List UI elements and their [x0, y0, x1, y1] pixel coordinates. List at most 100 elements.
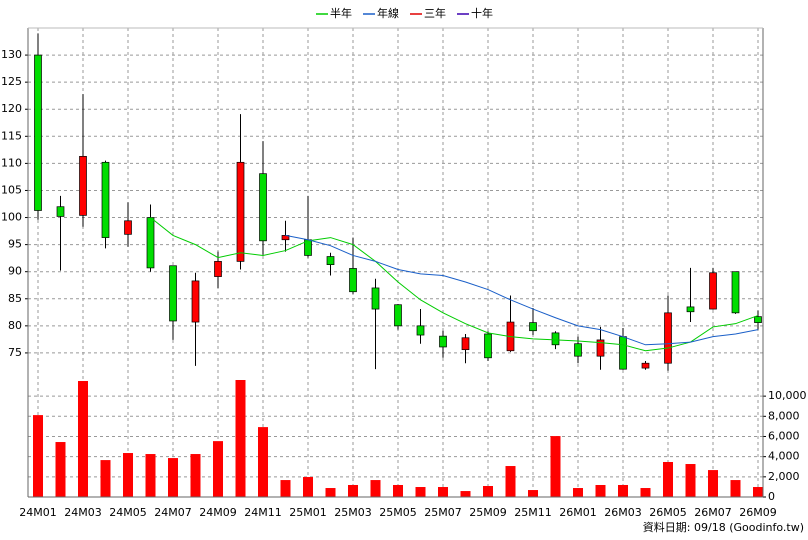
x-tick-label: 25M05: [379, 506, 417, 519]
x-tick-label: 24M07: [154, 506, 192, 519]
volume-bar: [618, 484, 628, 497]
volume-bar: [370, 480, 381, 497]
candle-body: [731, 271, 740, 314]
candle-body: [79, 155, 87, 216]
candle-body: [146, 217, 155, 269]
volume-bar: [528, 490, 538, 497]
y2-tick-label: 0: [768, 490, 775, 503]
candle-body: [101, 161, 110, 238]
y-tick-label: 80: [8, 319, 22, 332]
x-tick-label: 25M03: [334, 506, 372, 519]
candle-body: [686, 306, 695, 313]
volume-bar: [325, 488, 336, 497]
y2-tick-label: 6,000: [768, 429, 800, 442]
candle-body: [371, 287, 380, 310]
candle-body: [169, 265, 177, 322]
y2-tick-label: 2,000: [768, 470, 800, 483]
x-tick-label: 24M05: [109, 506, 147, 519]
candle-body: [551, 332, 560, 346]
volume-bar: [348, 484, 358, 497]
volume-bar: [573, 488, 583, 497]
volume-bar: [685, 464, 696, 497]
candle-body: [124, 220, 132, 235]
volume-bar: [415, 487, 426, 497]
volume-bar: [393, 484, 403, 497]
candle-body: [34, 54, 42, 211]
legend-label: 三年: [424, 6, 446, 20]
volume-bar: [280, 480, 291, 497]
volume-bar: [235, 380, 246, 497]
legend-label: 年線: [377, 6, 399, 20]
volume-bar: [460, 491, 471, 497]
volume-bar: [663, 462, 673, 497]
y-tick-label: 75: [8, 346, 22, 359]
volume-bar: [550, 436, 561, 497]
ma-line: [285, 234, 759, 346]
candle-body: [56, 206, 65, 217]
volume-bar: [303, 477, 313, 497]
volume-bar: [123, 453, 133, 497]
volume-bar: [33, 415, 43, 497]
volume-bar: [640, 488, 651, 497]
candle-body: [574, 343, 582, 357]
volume-bar: [483, 486, 493, 497]
x-tick-label: 26M09: [739, 506, 777, 519]
x-tick-label: 26M03: [604, 506, 642, 519]
x-tick-label: 25M01: [289, 506, 327, 519]
volume-bar: [100, 460, 111, 497]
candle-body: [214, 261, 222, 277]
y-tick-label: 85: [8, 292, 22, 305]
y-tick-label: 100: [1, 211, 22, 224]
footer: 資料日期: 09/18 (Goodinfo.tw): [643, 520, 804, 534]
volume-bar: [753, 487, 763, 497]
x-tick-label: 25M11: [514, 506, 552, 519]
volume-bar: [438, 487, 448, 497]
y-tick-label: 110: [1, 156, 22, 169]
y-tick-label: 95: [8, 238, 22, 251]
volume-bar: [145, 454, 156, 497]
candle-body: [664, 312, 672, 364]
x-tick-label: 24M09: [199, 506, 237, 519]
x-tick-label: 26M05: [649, 506, 687, 519]
x-tick-label: 25M09: [469, 506, 507, 519]
legend-label: 半年: [330, 6, 352, 20]
y-tick-label: 115: [1, 129, 22, 142]
x-tick-label: 24M01: [19, 506, 57, 519]
volume-bar: [190, 454, 201, 497]
volume-bar: [505, 466, 516, 497]
x-tick-label: 24M03: [64, 506, 102, 519]
candle-body: [439, 335, 447, 348]
y-tick-label: 120: [1, 102, 22, 115]
candle-body: [236, 161, 245, 262]
y2-tick-label: 10,000: [768, 389, 807, 402]
volume-bar: [730, 480, 741, 497]
y-tick-label: 90: [8, 265, 22, 278]
candle-body: [461, 337, 470, 351]
y2-tick-label: 8,000: [768, 409, 800, 422]
x-tick-label: 24M11: [244, 506, 282, 519]
x-tick-label: 26M07: [694, 506, 732, 519]
legend-label: 十年: [471, 6, 493, 20]
candle-body: [259, 173, 267, 242]
candle-body: [416, 325, 425, 336]
candle-body: [394, 304, 402, 327]
y-tick-label: 105: [1, 183, 22, 196]
candle-body: [484, 333, 492, 359]
candle-body: [619, 336, 627, 370]
y-tick-label: 130: [1, 48, 22, 61]
volume-bar: [78, 381, 88, 497]
candle-body: [596, 339, 605, 357]
candle-body: [529, 322, 537, 332]
volume-bar: [168, 458, 178, 497]
volume-bar: [595, 484, 606, 497]
volume-bar: [213, 441, 223, 497]
candle-body: [709, 272, 717, 310]
x-tick-label: 25M07: [424, 506, 462, 519]
candle-body: [754, 316, 762, 323]
ma-line: [150, 217, 759, 352]
y2-tick-label: 4,000: [768, 450, 800, 463]
volume-bar: [55, 442, 66, 497]
candle-body: [641, 362, 650, 369]
